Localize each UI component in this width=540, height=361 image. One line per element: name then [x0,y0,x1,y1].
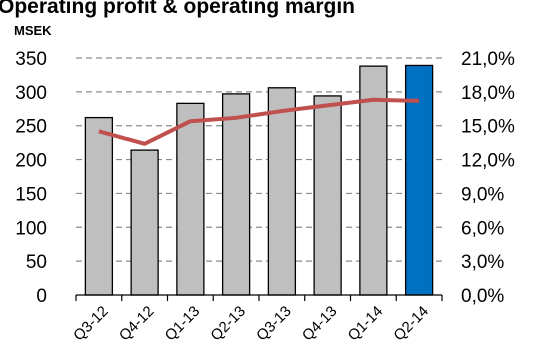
margin-line-series [98,97,420,146]
right-tick-label: 18,0% [461,83,515,104]
category-label: Q4-13 [299,303,341,345]
right-tick-label: 0,0% [461,286,504,307]
right-tick-label: 6,0% [461,218,504,239]
bar-q3-13 [267,87,297,296]
bar-q3-12 [84,116,114,296]
bar-q2-13 [221,93,251,296]
category-label: Q3-12 [70,303,112,345]
category-label: Q2-14 [390,303,432,345]
right-tick-label: 3,0% [461,252,504,273]
right-axis-ticks: 0,0% 3,0% 6,0% 9,0% 12,0% 15,0% 18,0% 21,0% [461,49,515,307]
bar-q4-12 [130,149,159,296]
left-axis-ticks: 0 50 100 150 200 250 300 350 [15,49,47,307]
chart-title: Operating profit & operating margin [0,0,355,18]
left-tick-label: 100 [15,218,47,239]
left-tick-label: 150 [15,184,47,205]
x-axis [75,294,443,301]
category-label: Q1-14 [345,303,387,345]
left-tick-label: 50 [26,252,47,273]
category-label: Q4-12 [116,303,158,345]
bar-q2-14 [404,64,434,296]
bar-q4-13 [313,95,342,296]
right-tick-label: 21,0% [461,49,515,70]
operating-margin-line [98,97,420,146]
category-label: Q3-13 [253,303,295,345]
category-label: Q1-13 [162,303,204,345]
bar-q1-13 [176,102,205,296]
left-tick-label: 0 [36,286,47,307]
left-tick-label: 250 [15,117,47,138]
right-tick-label: 15,0% [461,117,515,138]
left-tick-label: 200 [15,151,47,172]
bar-q1-14 [359,65,388,296]
left-tick-label: 300 [15,83,47,104]
unit-label: MSEK [14,23,52,38]
right-tick-label: 9,0% [461,184,504,205]
left-tick-label: 350 [15,49,47,70]
category-label: Q2-13 [207,303,249,345]
bar-series [84,64,434,296]
right-tick-label: 12,0% [461,151,515,172]
category-labels: Q3-12 Q4-12 Q1-13 Q2-13 Q3-13 Q4-13 Q1-14 Q2-14 [70,303,432,345]
